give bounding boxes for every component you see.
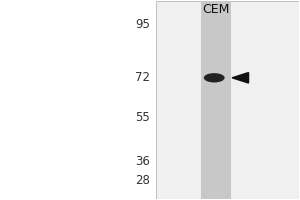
- Bar: [156, 1, 299, 199]
- Ellipse shape: [204, 73, 225, 82]
- Text: 55: 55: [135, 111, 150, 124]
- Bar: [201, 1, 231, 199]
- Text: CEM: CEM: [202, 3, 230, 16]
- Text: 72: 72: [135, 71, 150, 84]
- Polygon shape: [232, 73, 248, 83]
- Text: 28: 28: [135, 174, 150, 187]
- Text: 95: 95: [135, 18, 150, 31]
- Text: 36: 36: [135, 155, 150, 168]
